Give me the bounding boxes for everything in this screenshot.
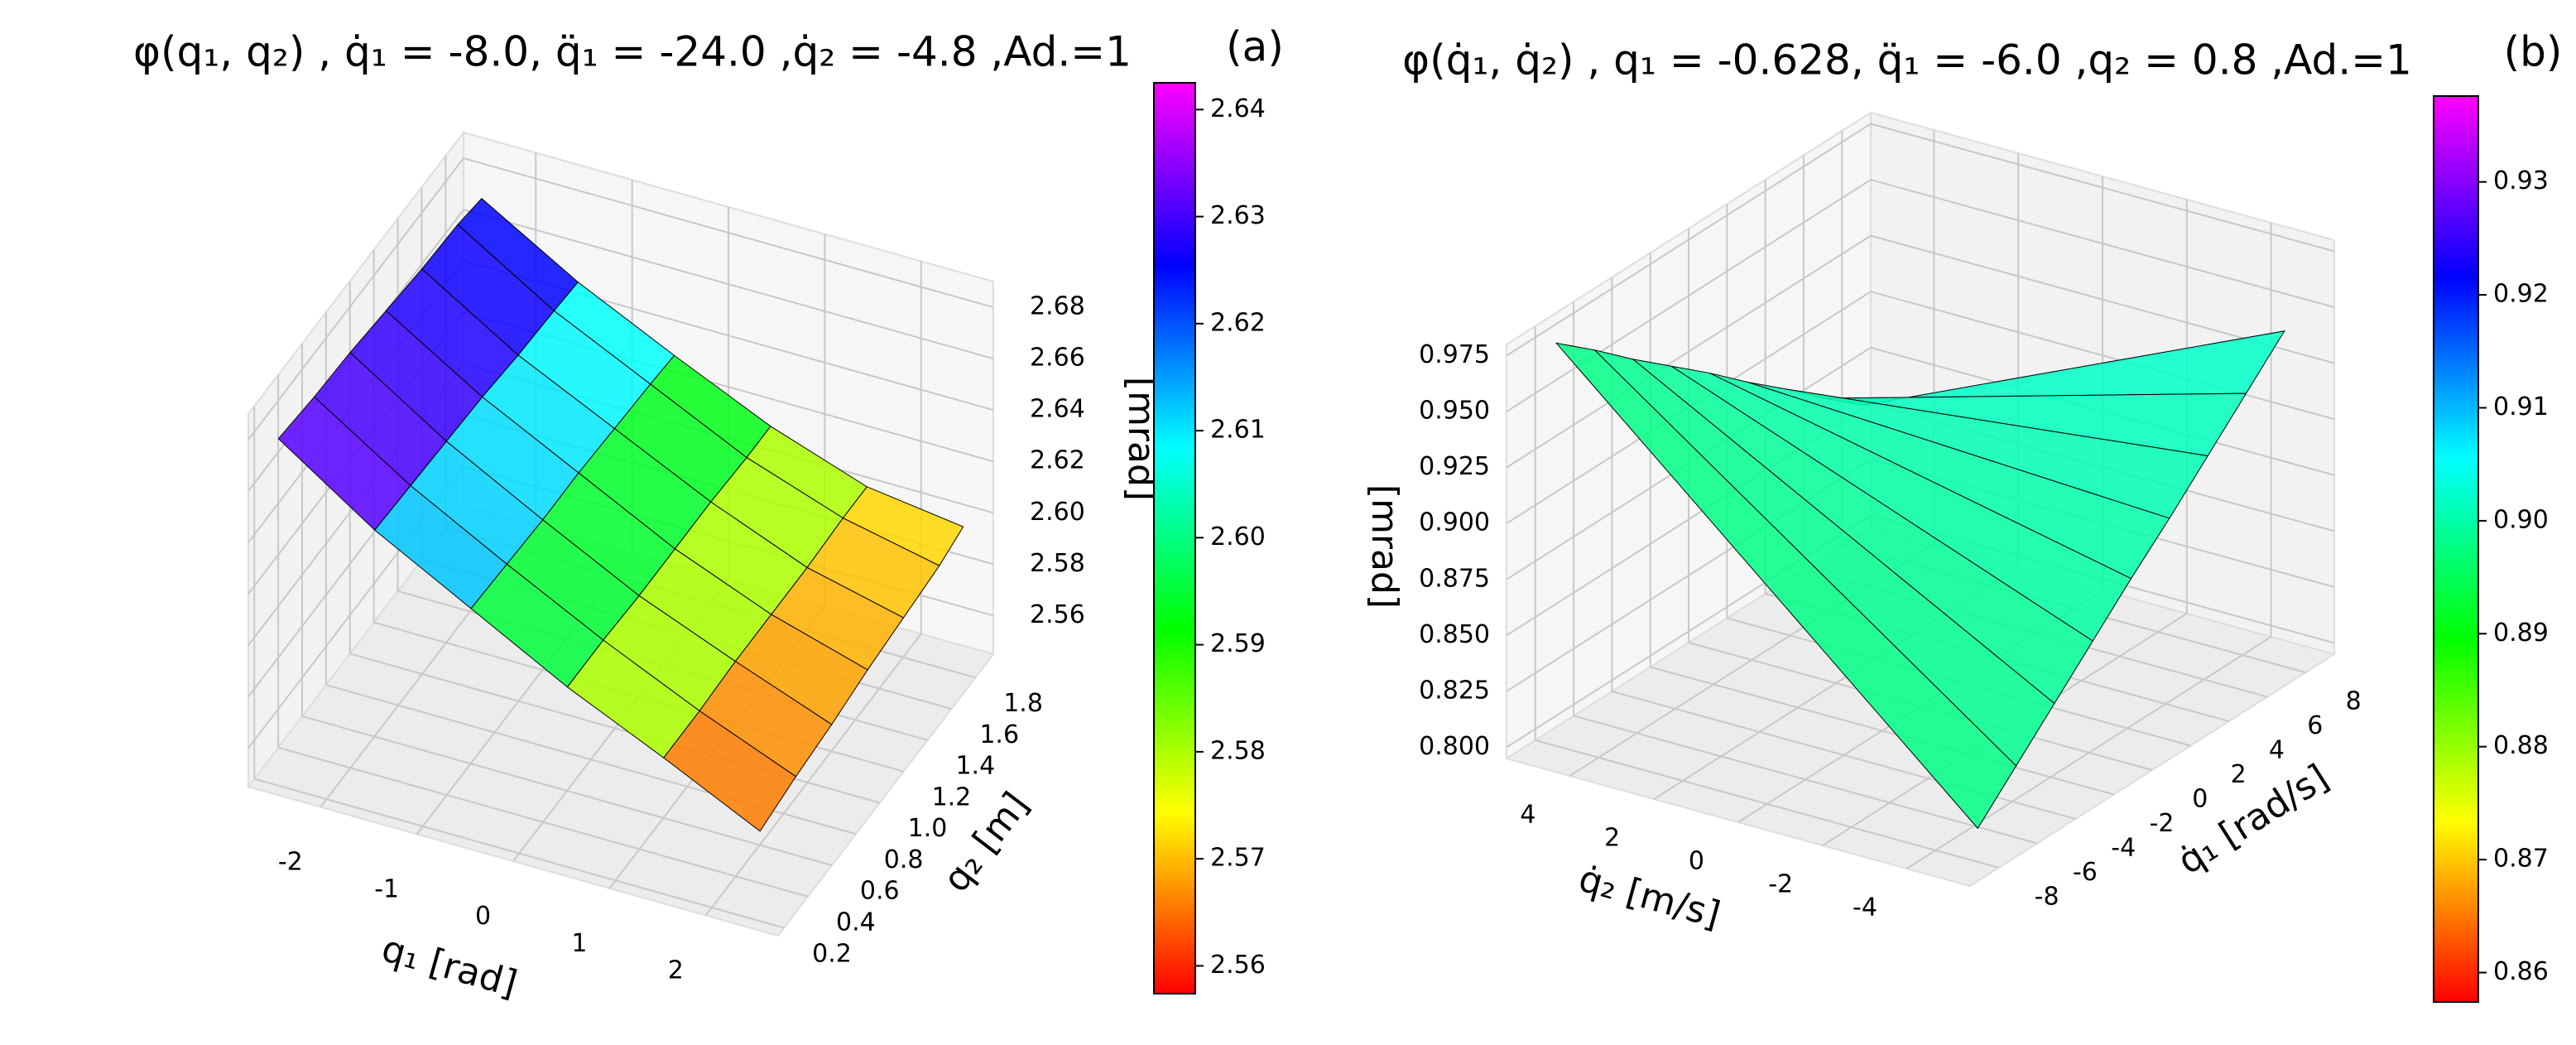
colorbar-tick-label: 0.92 [2493, 280, 2549, 309]
y-tick-label: 0.6 [860, 877, 900, 906]
grid-line [1506, 123, 1872, 357]
grid-line [301, 715, 833, 866]
colorbar [1153, 82, 1196, 994]
colorbar-tick-label: 0.87 [2493, 845, 2549, 874]
grid-line [1906, 636, 2272, 869]
grid-line [1870, 123, 2335, 253]
y-tick-label: 1.2 [932, 783, 972, 811]
z-tick-label: 2.58 [1030, 549, 1085, 578]
z-axis-label: [mrad] [1363, 484, 1406, 609]
x-tick-label: 2 [2231, 760, 2247, 789]
x-tick-label: -2 [2150, 809, 2175, 838]
x-axis-label: q̇₁ [rad/s] [2170, 756, 2336, 883]
grid-line [463, 209, 994, 360]
z-tick-label: 0.975 [1419, 340, 1490, 369]
y-tick-label: -4 [1853, 893, 1877, 922]
grid-line [1506, 234, 1872, 469]
colorbar-tick-label: 0.89 [2493, 619, 2549, 648]
colorbar-tick-label: 2.61 [1210, 416, 1266, 445]
grid-line [704, 633, 922, 917]
y-tick-label: 1.4 [955, 752, 995, 781]
z-tick-label: 0.850 [1419, 620, 1490, 649]
y-tick-label: 1.8 [1003, 689, 1043, 718]
z-tick-label: 0.925 [1419, 452, 1490, 481]
z-tick-label: 2.64 [1030, 395, 1085, 424]
colorbar-tick-label: 2.59 [1210, 629, 1266, 658]
y-tick-label: 4 [1520, 801, 1536, 830]
y-tick-label: 0.2 [812, 939, 852, 968]
z-tick-label: 0.900 [1419, 508, 1490, 537]
x-tick-label: 8 [2346, 687, 2362, 716]
y-tick-label: 1.0 [908, 814, 948, 843]
x-axis-label: q₁ [rad] [377, 927, 521, 1005]
z-tick-label: 2.68 [1030, 292, 1085, 321]
z-tick-label: 2.60 [1030, 498, 1085, 527]
colorbar-tick-label: 2.64 [1210, 94, 1266, 123]
x-tick-label: 1 [571, 929, 587, 958]
x-tick-label: 2 [668, 956, 684, 985]
colorbar-tick-label: 2.62 [1210, 308, 1266, 337]
colorbar [2433, 95, 2479, 1003]
x-tick-label: 0 [2192, 784, 2208, 813]
chart-title: φ(q₁, q₂) , q̇₁ = -8.0, q̈₁ = -24.0 ,q̇₂… [133, 28, 1132, 76]
z-tick-label: 0.875 [1419, 564, 1490, 593]
colorbar-tick-label: 2.57 [1210, 844, 1266, 873]
x-tick-label: -8 [2035, 882, 2059, 911]
x-tick-label: 0 [475, 902, 491, 931]
x-tick-label: -2 [278, 848, 303, 877]
y-tick-label: 0.4 [836, 908, 876, 937]
colorbar-tick-label: 2.58 [1210, 736, 1266, 765]
z-tick-label: 2.56 [1030, 600, 1085, 629]
x-tick-label: 6 [2307, 711, 2323, 740]
z-tick-label: 0.825 [1419, 676, 1490, 705]
x-tick-label: -1 [374, 874, 399, 903]
y-tick-label: 0.8 [884, 845, 924, 874]
z-tick-label: 0.800 [1419, 732, 1490, 761]
colorbar-tick-label: 0.91 [2493, 392, 2549, 421]
y-tick-label: 0 [1689, 847, 1704, 876]
panel-label: (a) [1226, 23, 1284, 71]
grid-line [1870, 179, 2335, 309]
colorbar-tick-label: 0.88 [2493, 731, 2549, 760]
grid-line [253, 778, 785, 929]
z-tick-label: 2.62 [1030, 446, 1085, 475]
x-tick-label: -4 [2111, 833, 2136, 862]
x-tick-label: -6 [2073, 858, 2098, 887]
x-tick-label: 4 [2269, 735, 2285, 764]
z-tick-label: 0.950 [1419, 397, 1490, 426]
colorbar-tick-label: 2.60 [1210, 522, 1266, 551]
surface-patch [1555, 342, 2017, 830]
colorbar-tick-label: 0.93 [2493, 166, 2549, 195]
y-tick-label: 1.6 [979, 720, 1019, 749]
grid-line [1870, 291, 2335, 421]
colorbar-tick-label: 0.86 [2493, 957, 2549, 986]
grid-line [248, 157, 464, 441]
y-tick-label: 2 [1604, 824, 1620, 853]
colorbar-tick-label: 2.56 [1210, 951, 1266, 980]
grid-line [463, 157, 994, 308]
z-tick-label: 2.66 [1030, 344, 1085, 373]
grid-line [277, 746, 809, 898]
grid-line [1506, 179, 1872, 412]
colorbar-tick-label: 2.63 [1210, 201, 1266, 230]
chart-title: φ(q̇₁, q̇₂) , q₁ = -0.628, q̈₁ = -6.0 ,q… [1402, 36, 2412, 84]
colorbar-tick-label: 0.90 [2493, 505, 2549, 534]
panel-label: (b) [2504, 28, 2563, 76]
surface-patch [663, 710, 797, 832]
y-tick-label: -2 [1768, 870, 1793, 899]
